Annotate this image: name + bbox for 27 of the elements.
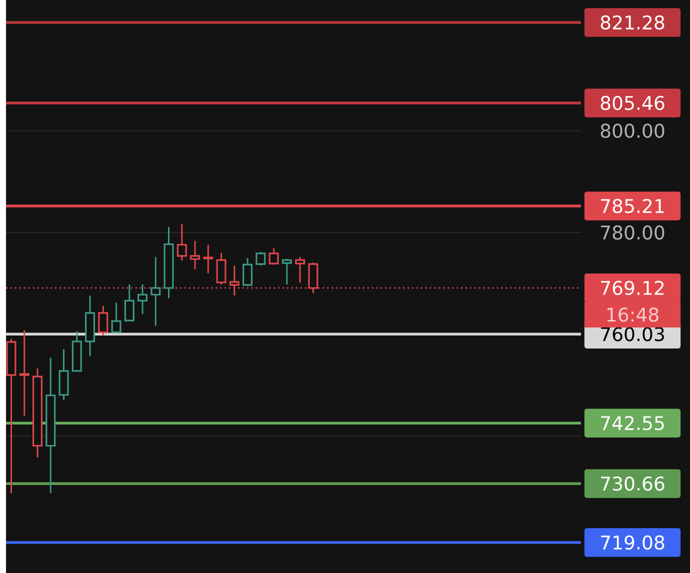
- candlestick: [138, 284, 148, 315]
- text: 16:48: [607, 308, 658, 322]
- ref-line-label: 805.46: [600, 96, 664, 110]
- candlestick: [190, 240, 200, 270]
- candlestick: [150, 256, 161, 326]
- candlestick: [282, 258, 292, 286]
- candlestick: [295, 256, 306, 284]
- candlestick: [203, 244, 214, 274]
- candlestick: [58, 348, 69, 401]
- ref-line-label: 785.21: [601, 198, 664, 214]
- candlestick: [98, 305, 108, 337]
- ref-line-label: 821.28: [600, 15, 664, 30]
- candlestick: [124, 284, 134, 322]
- candlestick: [111, 302, 122, 334]
- candlestick: [256, 251, 266, 266]
- candlestick: [176, 223, 187, 262]
- candlestick: [19, 330, 30, 416]
- ref-line-label: 760.03: [601, 327, 664, 342]
- y-tick-label: 780.00: [601, 225, 664, 240]
- ref-line-label: 719.08: [601, 535, 664, 550]
- ref-line-label: 742.55: [601, 416, 664, 430]
- candlestick: [242, 257, 253, 287]
- candlestick: [268, 248, 279, 266]
- ref-line-label: 769.12: [601, 280, 664, 296]
- ref-line-label: 730.66: [601, 476, 664, 491]
- y-tick-label: 800.00: [600, 124, 664, 138]
- candlestick: [216, 252, 226, 286]
